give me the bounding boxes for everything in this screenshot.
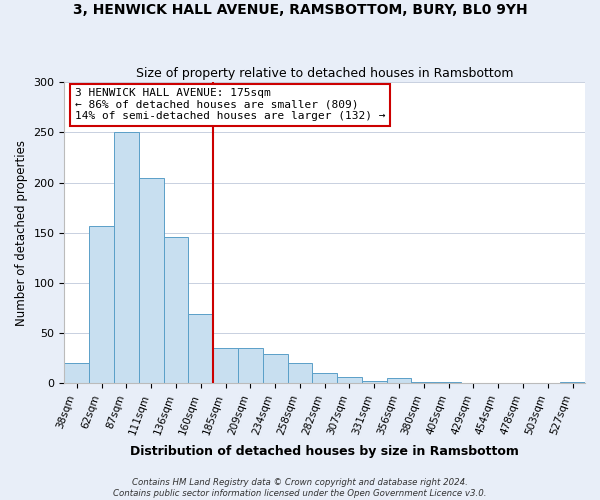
Bar	[188, 314, 213, 384]
Text: Contains HM Land Registry data © Crown copyright and database right 2024.
Contai: Contains HM Land Registry data © Crown c…	[113, 478, 487, 498]
Bar	[114, 132, 139, 384]
Text: 3, HENWICK HALL AVENUE, RAMSBOTTOM, BURY, BL0 9YH: 3, HENWICK HALL AVENUE, RAMSBOTTOM, BURY…	[73, 2, 527, 16]
Bar	[64, 364, 89, 384]
Bar	[337, 378, 362, 384]
Text: 3 HENWICK HALL AVENUE: 175sqm
← 86% of detached houses are smaller (809)
14% of : 3 HENWICK HALL AVENUE: 175sqm ← 86% of d…	[75, 88, 385, 122]
Bar	[560, 382, 585, 384]
Title: Size of property relative to detached houses in Ramsbottom: Size of property relative to detached ho…	[136, 66, 514, 80]
Bar	[164, 237, 188, 384]
Bar	[362, 382, 386, 384]
Bar	[313, 374, 337, 384]
Bar	[139, 178, 164, 384]
Bar	[89, 226, 114, 384]
Bar	[238, 348, 263, 384]
Bar	[213, 348, 238, 384]
Bar	[386, 378, 412, 384]
Bar	[436, 382, 461, 384]
Y-axis label: Number of detached properties: Number of detached properties	[15, 140, 28, 326]
Bar	[287, 364, 313, 384]
Bar	[263, 354, 287, 384]
X-axis label: Distribution of detached houses by size in Ramsbottom: Distribution of detached houses by size …	[130, 444, 519, 458]
Bar	[412, 382, 436, 384]
